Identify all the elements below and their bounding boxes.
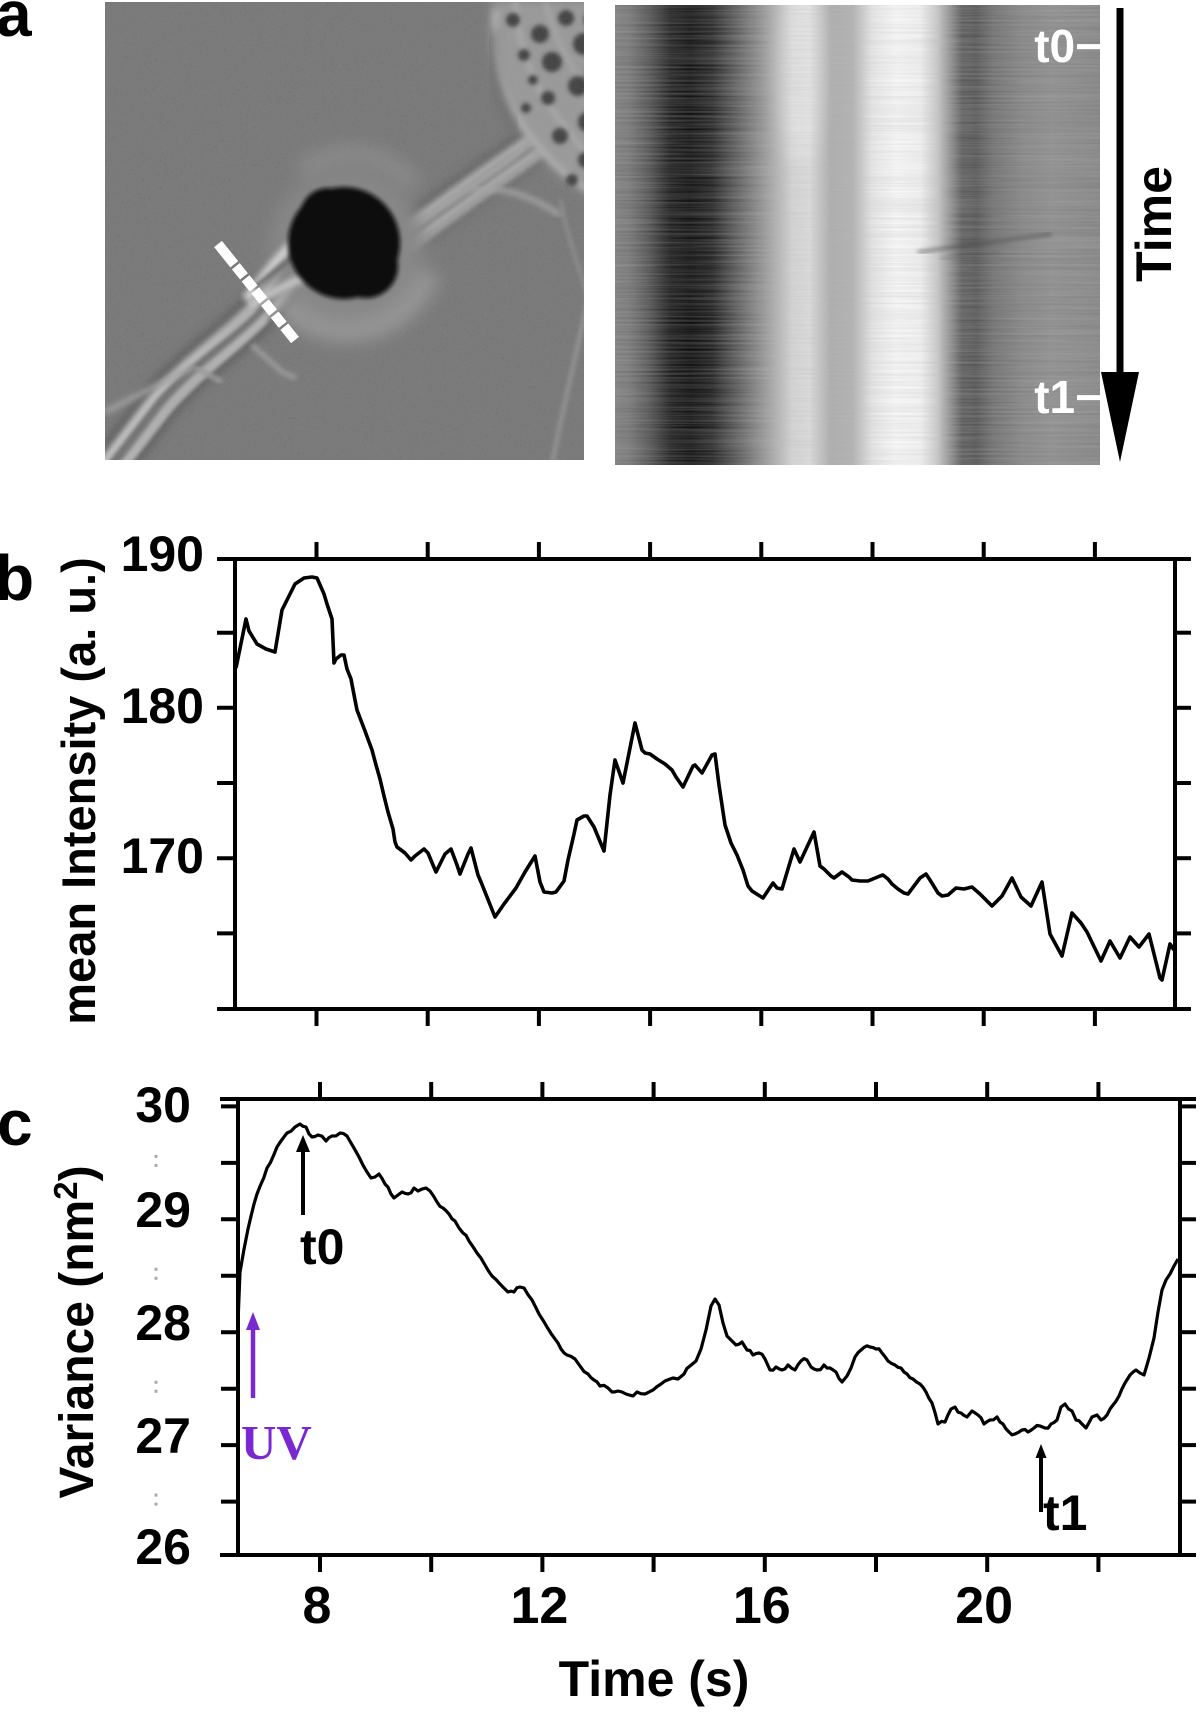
svg-text:30: 30 [135, 1077, 191, 1133]
svg-text:Time (s): Time (s) [559, 1651, 750, 1707]
svg-text:Time: Time [1126, 166, 1182, 282]
svg-text:26: 26 [135, 1519, 191, 1575]
svg-text:28: 28 [135, 1295, 191, 1351]
svg-text:t1: t1 [1043, 1485, 1087, 1541]
svg-text:180: 180 [121, 678, 204, 734]
svg-text:mean Intensity (a. u.): mean Intensity (a. u.) [52, 557, 105, 1024]
svg-text:Variance (nm2): Variance (nm2) [47, 1165, 104, 1498]
svg-text:t0−: t0− [1034, 20, 1102, 72]
svg-text:170: 170 [121, 828, 204, 884]
svg-text:29: 29 [135, 1182, 191, 1238]
svg-text:16: 16 [733, 1577, 791, 1635]
svg-text:20: 20 [955, 1577, 1013, 1635]
svg-text:t1−: t1− [1034, 371, 1102, 423]
svg-text:b: b [0, 542, 34, 614]
svg-text:8: 8 [303, 1577, 332, 1635]
svg-text:12: 12 [510, 1577, 568, 1635]
svg-text:a: a [0, 0, 32, 50]
svg-text:27: 27 [135, 1408, 191, 1464]
svg-text:190: 190 [121, 526, 204, 582]
svg-text:t0: t0 [300, 1219, 344, 1275]
svg-text:c: c [0, 1087, 33, 1159]
svg-text:UV: UV [241, 1415, 312, 1470]
